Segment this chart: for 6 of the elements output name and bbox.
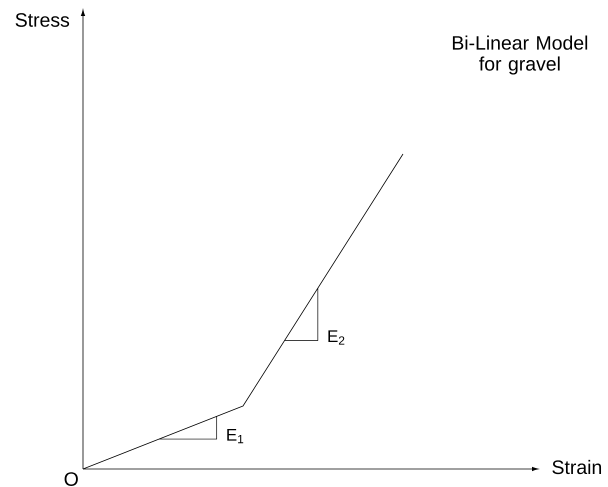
annotation: E$_{2}$ — [328, 330, 344, 345]
annotation: E$_{1}$ — [227, 428, 244, 444]
text: Stress — [16, 13, 70, 27]
x-axis-title: Strain — [552, 460, 602, 474]
chart-title: Bi-Linear Model for gravel — [452, 36, 588, 75]
text: O — [64, 472, 78, 486]
